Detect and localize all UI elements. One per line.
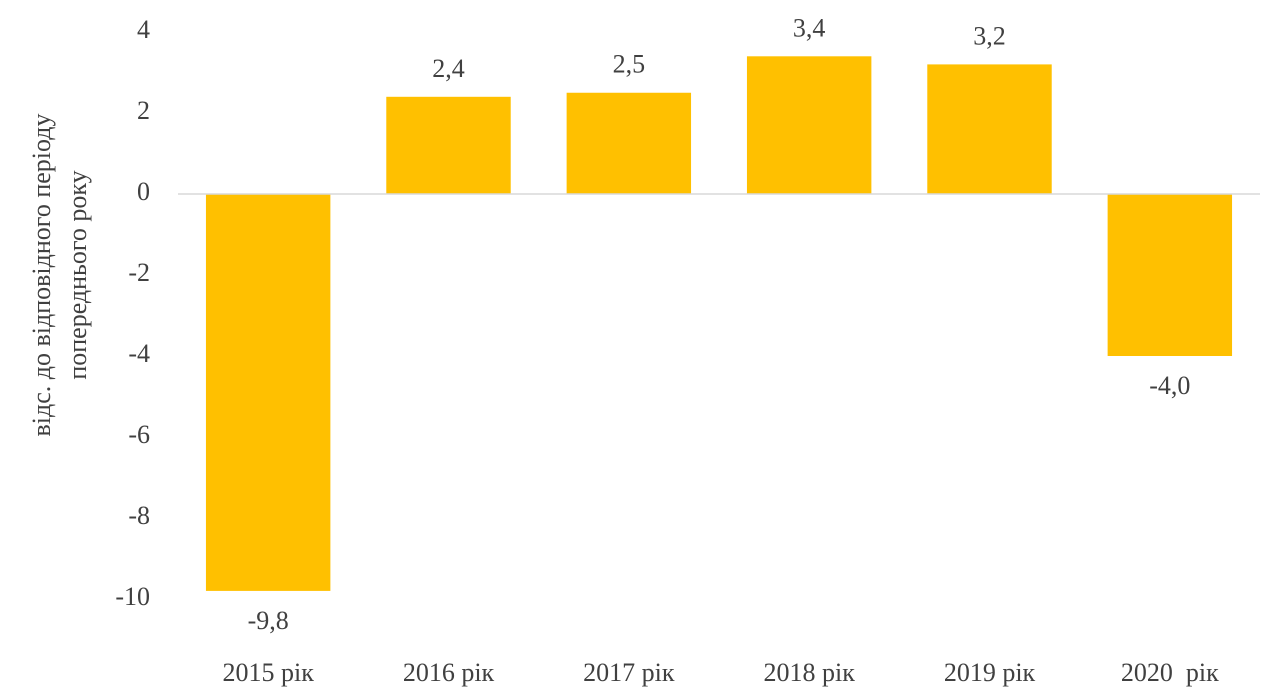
- x-tick-label: 2020 рік: [1121, 658, 1219, 687]
- bar: [205, 194, 331, 591]
- y-tick-label: 4: [137, 15, 150, 44]
- x-tick-label: 2018 рік: [763, 658, 855, 687]
- bar: [566, 92, 692, 194]
- value-label: 3,4: [793, 13, 826, 42]
- x-tick-label: 2015 рік: [222, 658, 314, 687]
- bar: [1107, 194, 1233, 356]
- value-label: -4,0: [1149, 371, 1190, 400]
- value-label: 2,5: [613, 50, 646, 79]
- value-label: -9,8: [248, 606, 289, 635]
- bar: [927, 64, 1052, 195]
- y-tick-label: -8: [128, 501, 150, 530]
- y-axis-label: попереднього року: [63, 170, 92, 379]
- x-tick-label: 2016 рік: [403, 658, 495, 687]
- bar: [746, 56, 872, 194]
- y-tick-label: 0: [137, 177, 150, 206]
- y-axis-label: відс. до відповідного періоду: [27, 114, 56, 437]
- bar: [386, 96, 511, 194]
- y-tick-label: -4: [128, 339, 150, 368]
- x-tick-label: 2017 рік: [583, 658, 675, 687]
- value-label: 2,4: [432, 54, 465, 83]
- y-tick-label: 2: [137, 96, 150, 125]
- x-tick-label: 2019 рік: [944, 658, 1036, 687]
- value-label: 3,2: [973, 21, 1006, 50]
- y-tick-label: -2: [128, 258, 150, 287]
- y-tick-label: -10: [115, 582, 150, 611]
- y-tick-label: -6: [128, 420, 150, 449]
